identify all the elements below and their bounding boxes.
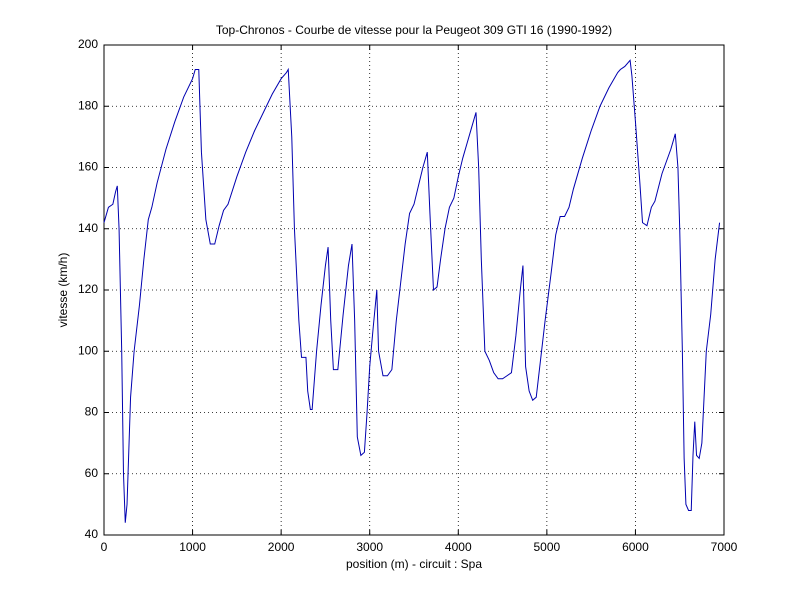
y-tick-label: 80 [85, 405, 99, 419]
x-axis-label: position (m) - circuit : Spa [346, 557, 482, 571]
speed-line [103, 59, 721, 523]
x-tick-label: 4000 [445, 540, 472, 554]
axes-box [103, 44, 725, 536]
y-tick-label: 40 [85, 527, 99, 541]
y-axis-label: vitesse (km/h) [56, 253, 70, 328]
x-tick-label: 3000 [356, 540, 383, 554]
chart-title: Top-Chronos - Courbe de vitesse pour la … [216, 23, 612, 37]
y-tick-label: 100 [78, 343, 98, 357]
y-tick-label: 200 [78, 37, 98, 51]
y-tick-label: 60 [85, 466, 99, 480]
x-tick-label: 1000 [179, 540, 206, 554]
y-tick-label: 160 [78, 160, 98, 174]
y-tick-label: 180 [78, 98, 98, 112]
x-tick-label: 5000 [534, 540, 561, 554]
x-tick-label: 7000 [711, 540, 738, 554]
x-tick-label: 6000 [622, 540, 649, 554]
x-tick-label: 0 [101, 540, 108, 554]
y-tick-label: 120 [78, 282, 98, 296]
x-tick-label: 2000 [268, 540, 295, 554]
y-tick-label: 140 [78, 221, 98, 235]
